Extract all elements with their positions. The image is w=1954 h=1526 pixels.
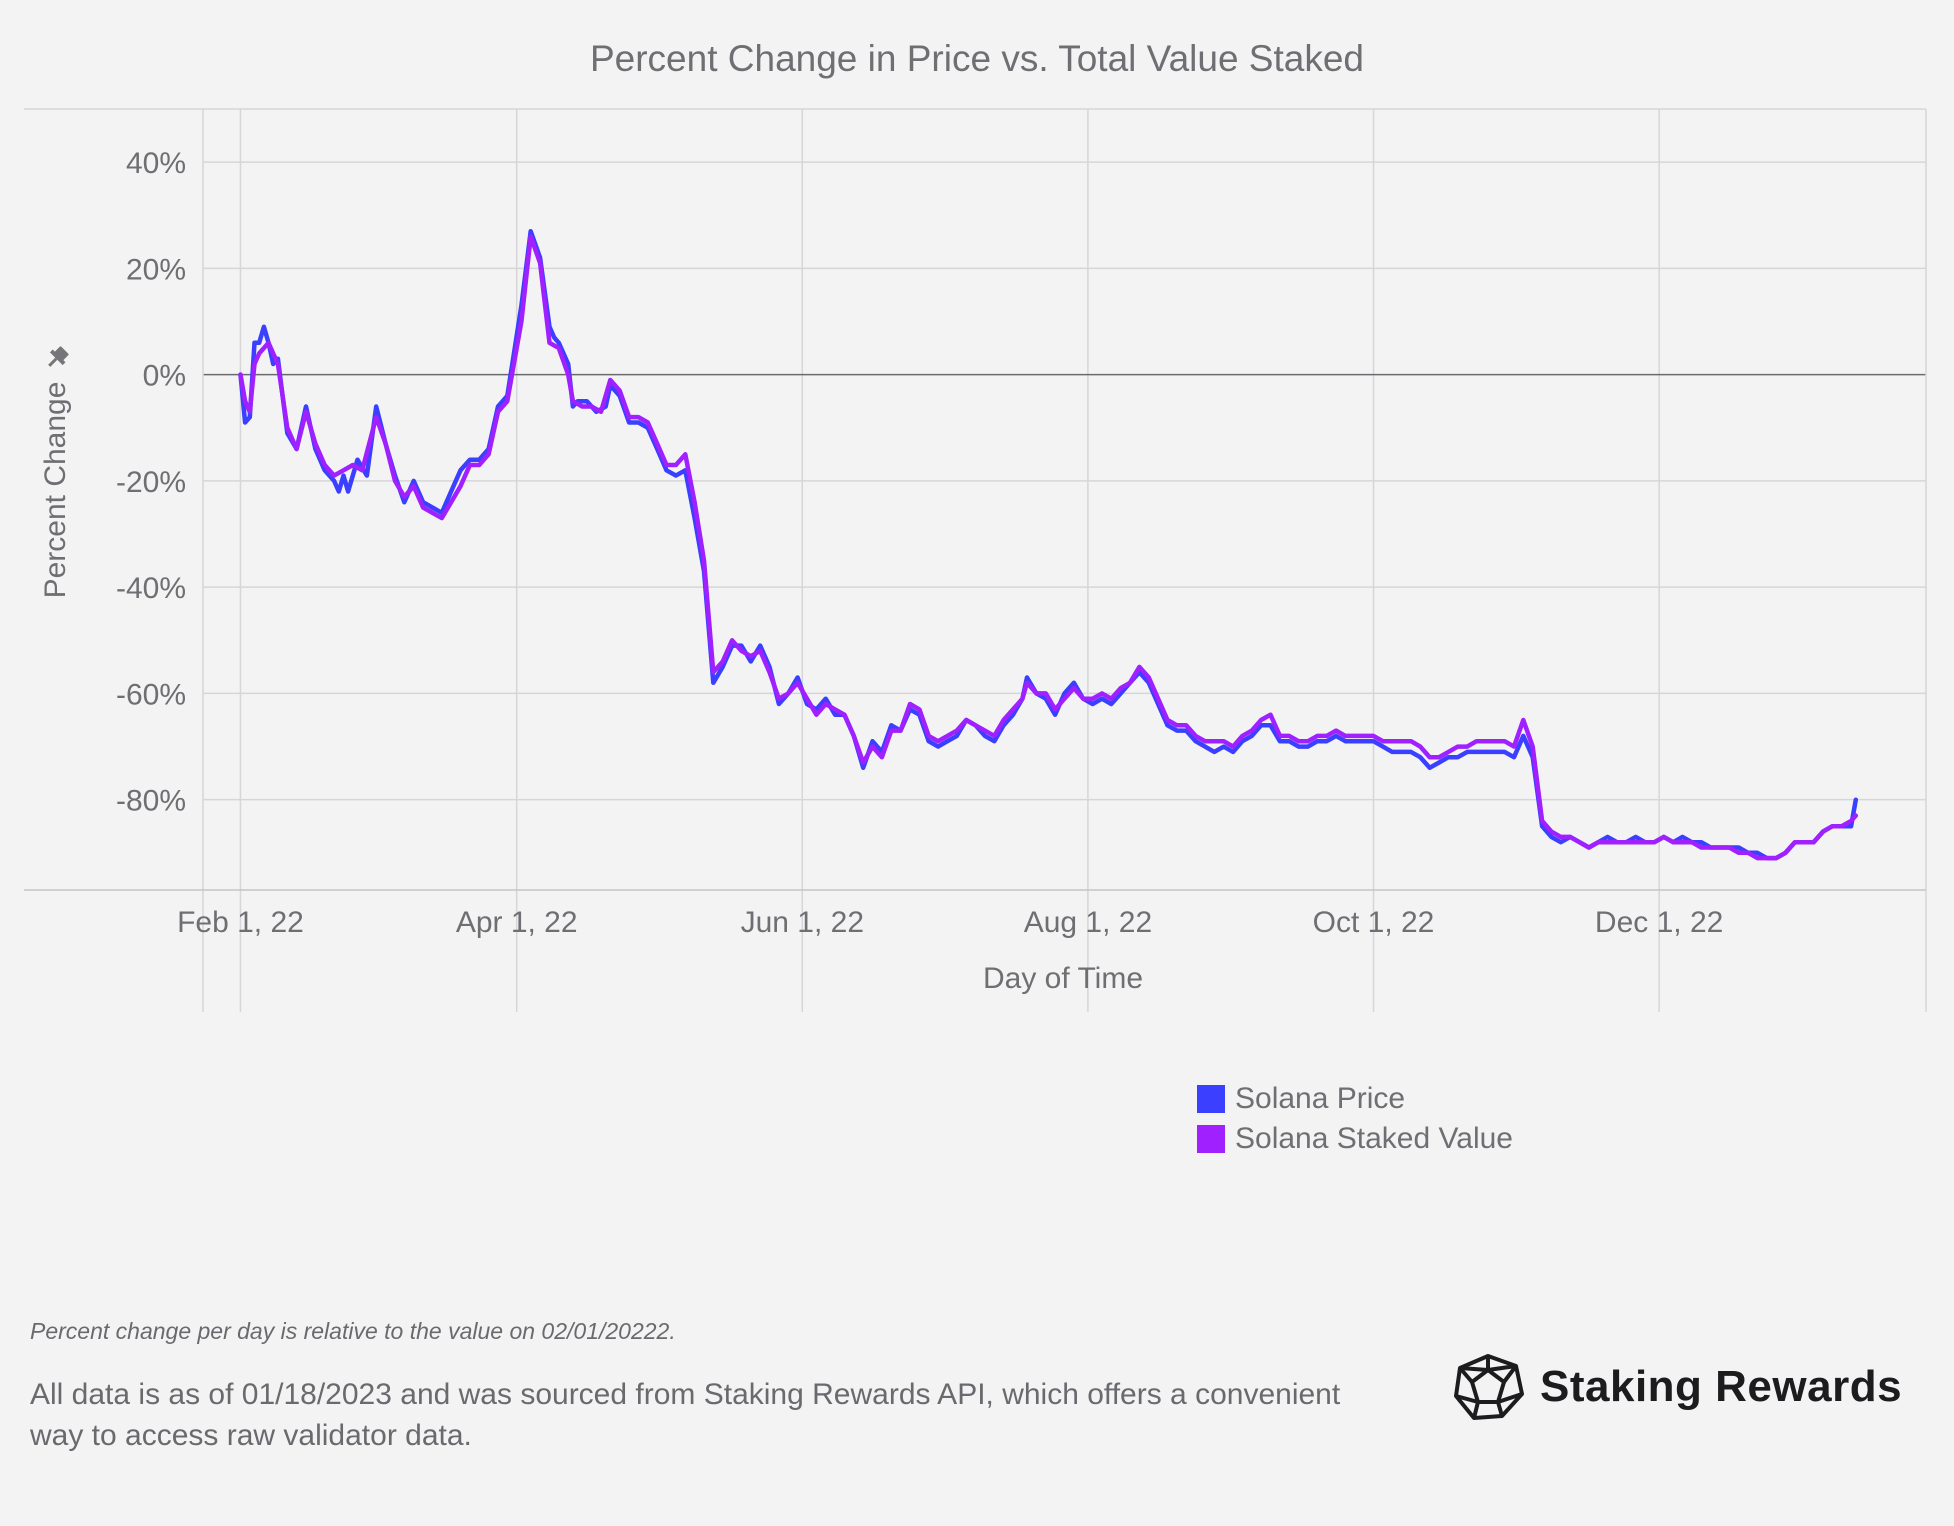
legend-item-solana-price[interactable]: Solana Price: [1197, 1079, 1513, 1119]
legend-swatch-solana-price: [1197, 1085, 1225, 1113]
y-tick-label: -20%: [116, 466, 186, 499]
x-tick-label: Jun 1, 22: [741, 906, 864, 939]
legend-label: Solana Price: [1235, 1082, 1406, 1115]
legend-item-solana-staked-value[interactable]: Solana Staked Value: [1197, 1119, 1513, 1159]
brand: Staking Rewards: [1450, 1352, 1902, 1422]
legend-swatch-solana-staked-value: [1197, 1125, 1225, 1153]
y-tick-label: 40%: [126, 147, 186, 180]
x-tick-label: Oct 1, 22: [1313, 906, 1435, 939]
y-tick-label: 0%: [143, 360, 186, 393]
grid: [24, 108, 1927, 1012]
y-tick-label: -60%: [116, 678, 186, 711]
y-tick-label: 20%: [126, 253, 186, 286]
chart-title: Percent Change in Price vs. Total Value …: [590, 38, 1364, 79]
brand-name: Staking Rewards: [1540, 1362, 1903, 1411]
polyhedron-logo-icon: [1454, 1354, 1524, 1420]
x-axis-label: Day of Time: [983, 962, 1143, 995]
series-line-solana-price[interactable]: [238, 228, 1859, 861]
x-tick-label: Feb 1, 22: [177, 906, 304, 939]
axes: Feb 1, 22 Apr 1, 22 Jun 1, 22 Aug 1, 22 Oct …: [116, 147, 1723, 939]
footnote: Percent change per day is relative to th…: [30, 1318, 676, 1344]
legend-label: Solana Staked Value: [1235, 1122, 1513, 1155]
series: [238, 228, 1859, 861]
source-note: All data is as of 01/18/2023 and was sou…: [30, 1378, 1341, 1452]
y-axis-label: Percent Change: [39, 382, 72, 599]
legend: Solana Price Solana Staked Value: [1197, 1079, 1513, 1159]
x-tick-label: Aug 1, 22: [1024, 906, 1152, 939]
y-tick-label: -80%: [116, 785, 186, 818]
series-line-solana-staked-value[interactable]: [238, 234, 1859, 861]
pin-icon[interactable]: [43, 344, 71, 372]
x-tick-label: Dec 1, 22: [1595, 906, 1723, 939]
x-tick-label: Apr 1, 22: [456, 906, 578, 939]
y-tick-label: -40%: [116, 572, 186, 605]
